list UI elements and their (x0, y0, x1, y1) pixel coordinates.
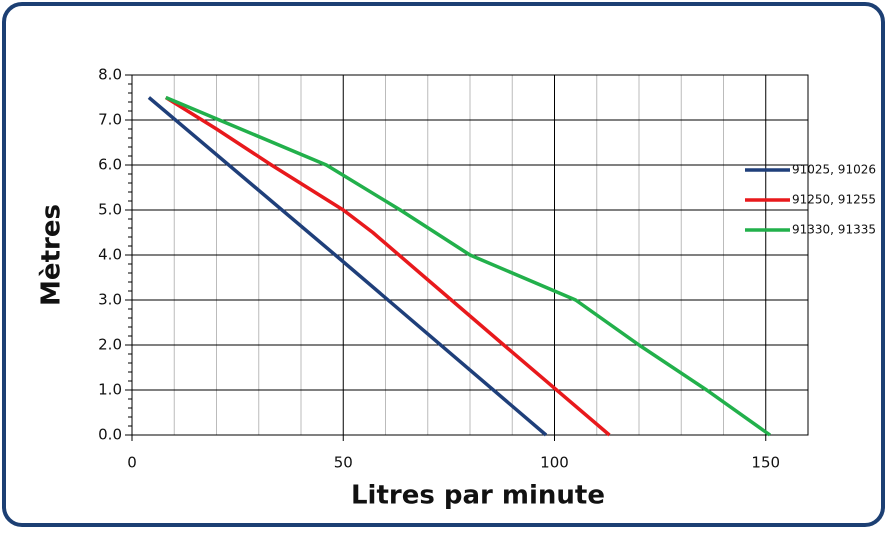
x-tick-label: 150 (751, 454, 780, 472)
series-line (147, 96, 548, 437)
x-tick-label: 50 (334, 454, 353, 472)
legend-label: 91025, 91026 (792, 163, 876, 177)
y-tick-label: 6.0 (98, 156, 122, 174)
plot-border (131, 74, 809, 436)
y-tick-label: 1.0 (98, 381, 122, 399)
series-line (164, 96, 611, 437)
y-axis-label: Mètres (37, 204, 67, 306)
frame (2, 2, 885, 527)
y-tick-label: 0.0 (98, 426, 122, 444)
x-tick-label: 100 (540, 454, 569, 472)
series-line (165, 95, 771, 437)
y-tick-label: 7.0 (98, 111, 122, 129)
y-tick-label: 3.0 (98, 291, 122, 309)
x-tick-label: 0 (127, 454, 137, 472)
y-tick-label: 2.0 (98, 336, 122, 354)
x-axis-label: Litres par minute (351, 481, 605, 511)
y-tick-label: 8.0 (98, 66, 122, 84)
legend-label: 91250, 91255 (792, 193, 876, 207)
y-tick-label: 4.0 (98, 246, 122, 264)
legend-label: 91330, 91335 (792, 223, 876, 237)
y-tick-label: 5.0 (98, 201, 122, 219)
